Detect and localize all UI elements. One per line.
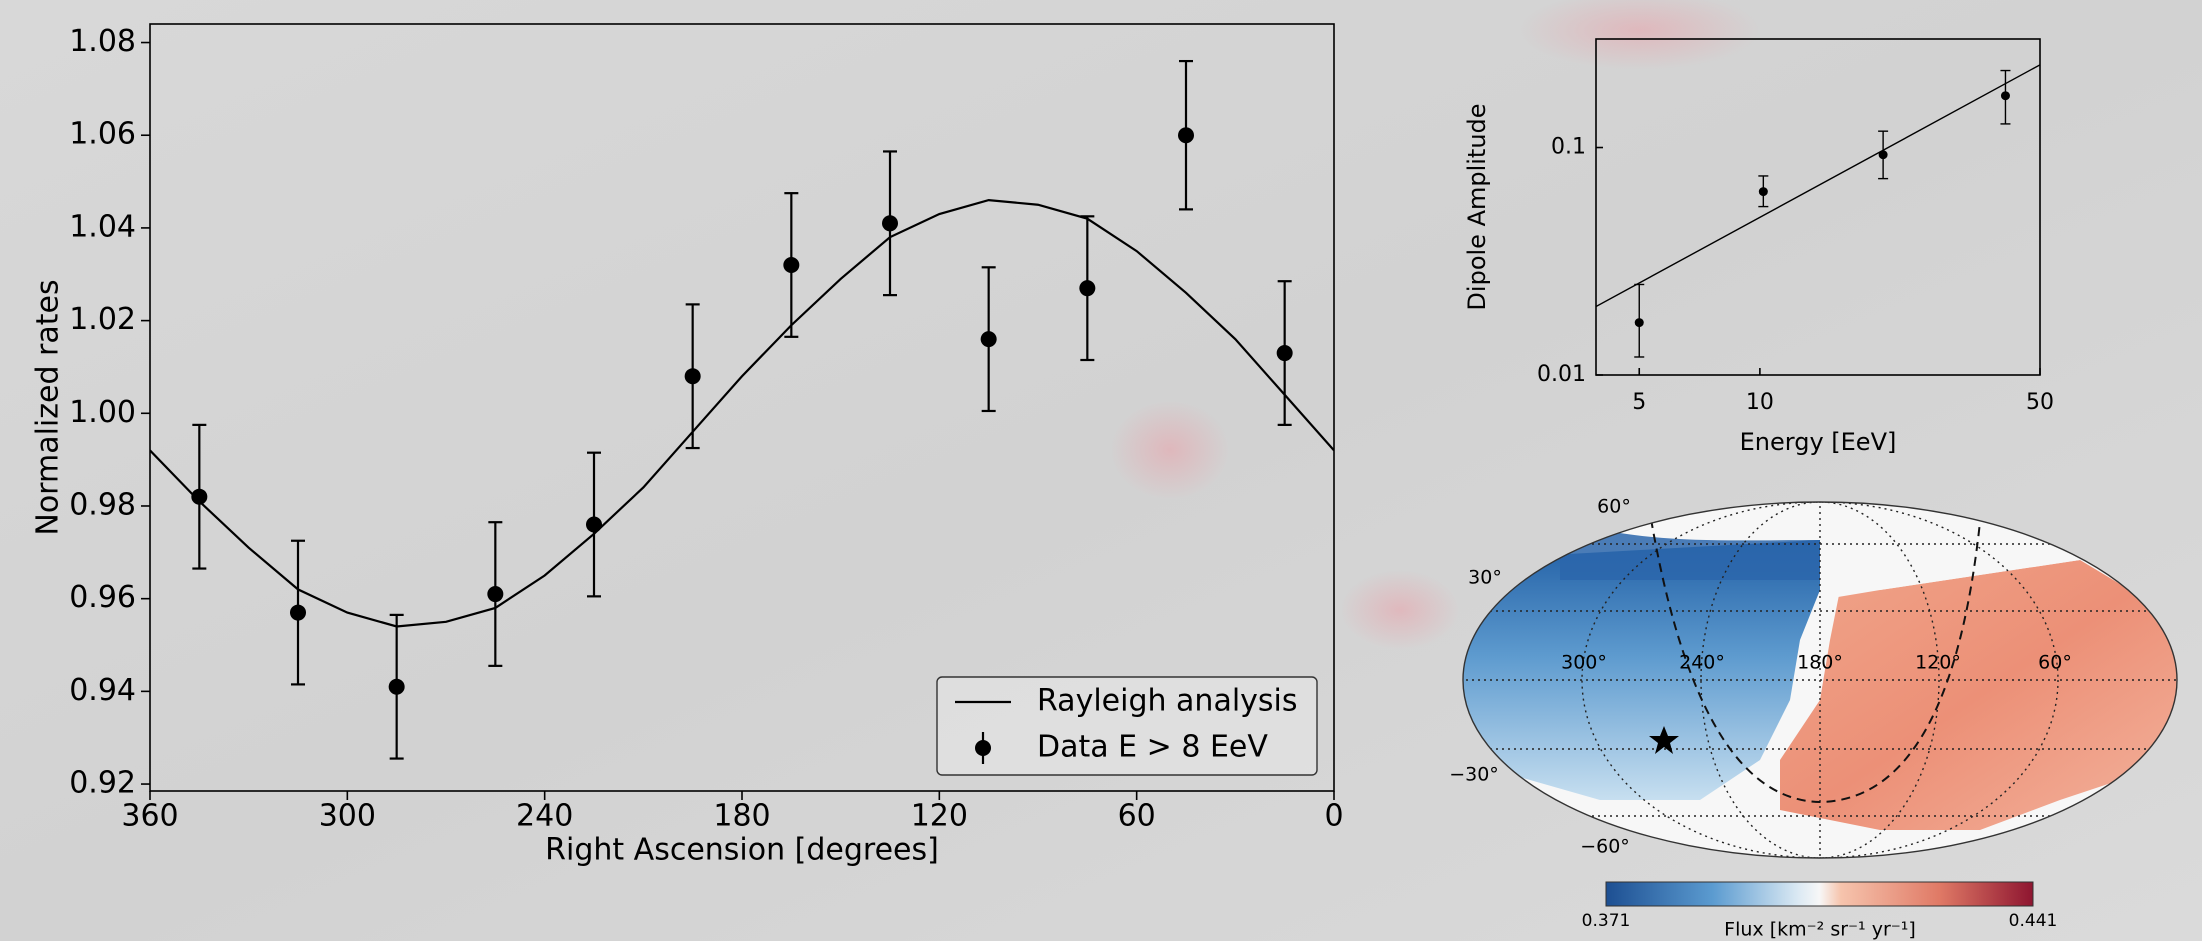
colorbar [1605, 881, 2034, 907]
data-point [1758, 187, 1768, 197]
y-tick-label: 0.92 [69, 766, 136, 801]
y-tick-label: 0.98 [69, 487, 136, 522]
y-tick-label: 0.94 [69, 673, 136, 708]
map-labels: 60° 30° −30° −60° 300° 240° 180° 120° 60… [1449, 496, 2072, 858]
data-point [980, 331, 997, 348]
y-tick-label: 1.02 [69, 302, 136, 337]
x-tick-label: 300 [319, 799, 376, 834]
x-tick-label: 360 [121, 799, 178, 834]
data-point [1878, 150, 1888, 160]
data-point [1634, 318, 1644, 328]
data-point [388, 678, 405, 695]
data-point [586, 516, 602, 533]
nebula [1340, 570, 1460, 650]
data-point [1178, 127, 1194, 144]
y-axis-label: Dipole Amplitude [1463, 103, 1491, 310]
data-point [1079, 280, 1096, 297]
lat-label: 60° [1597, 496, 1631, 518]
x-tick-label: 50 [2026, 390, 2054, 415]
data-point [290, 604, 306, 621]
galactic-plane [1650, 518, 1981, 804]
lon-label: 240° [1679, 652, 1725, 674]
map-deficit [1463, 540, 1820, 800]
data-point [1276, 345, 1293, 362]
y-tick-label: 1.04 [69, 209, 136, 244]
y-tick-label: 0.96 [69, 580, 136, 615]
colorbar-tick-label: 0.371 [1582, 911, 1631, 931]
legend-label: Data E > 8 EeV [1037, 730, 1268, 765]
nebula [1520, 0, 1760, 70]
colorbar-label: Flux [km⁻² sr⁻¹ yr⁻¹] [1724, 919, 1916, 941]
lon-label: 120° [1915, 652, 1961, 674]
y-tick-label: 1.00 [69, 395, 136, 430]
data-point [882, 215, 898, 232]
data-point [2000, 91, 2010, 101]
map-outline [1462, 501, 2178, 859]
x-tick-label: 180 [713, 799, 770, 834]
data-point [191, 488, 208, 505]
map-deficit-core [1560, 520, 1820, 580]
y-axis-label: Normalized rates [31, 279, 66, 535]
x-tick-label: 0 [1324, 799, 1343, 834]
y-tick-label: 0.01 [1537, 362, 1586, 387]
curve [1596, 64, 2040, 308]
y-tick-label: 1.08 [69, 24, 136, 59]
lon-label: 60° [2038, 652, 2072, 674]
data-point [783, 256, 800, 273]
legend-box [936, 676, 1318, 776]
lat-label: 30° [1468, 567, 1502, 589]
legend-label: Rayleigh analysis [1037, 684, 1298, 719]
x-tick-label: 240 [516, 799, 573, 834]
x-tick-label: 60 [1118, 799, 1156, 834]
x-axis-label: Energy [EeV] [1740, 428, 1897, 456]
lon-label: 300° [1561, 652, 1607, 674]
data-point [487, 586, 504, 603]
legend-swatch [975, 740, 991, 756]
x-axis-label: Right Ascension [degrees] [545, 833, 939, 868]
x-tick-label: 10 [1746, 390, 1774, 415]
graticule [1700, 502, 1940, 858]
curve [150, 198, 1334, 628]
x-tick-label: 120 [911, 799, 968, 834]
plot-frame [1595, 38, 2041, 376]
x-tick-label: 5 [1632, 390, 1646, 415]
nebula [1110, 400, 1230, 500]
star-marker [1649, 726, 1679, 754]
data-point [684, 368, 701, 385]
lat-label: −60° [1580, 836, 1630, 858]
lat-label: −30° [1449, 764, 1499, 786]
y-tick-label: 0.1 [1551, 135, 1586, 160]
colorbar-tick-label: 0.441 [2009, 911, 2058, 931]
graticule [1581, 502, 2059, 858]
lon-label: 180° [1797, 652, 1843, 674]
map-excess [1780, 560, 2177, 830]
y-tick-label: 1.06 [69, 117, 136, 152]
